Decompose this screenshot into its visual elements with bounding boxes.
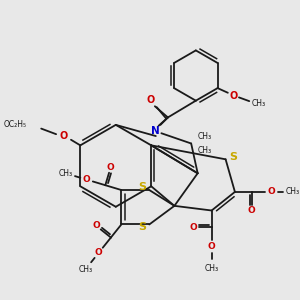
Text: S: S — [138, 222, 146, 232]
Text: O: O — [83, 175, 91, 184]
Text: CH₃: CH₃ — [286, 188, 300, 196]
Text: O: O — [248, 206, 256, 215]
Text: CH₃: CH₃ — [59, 169, 73, 178]
Text: N: N — [152, 126, 160, 136]
Text: S: S — [229, 152, 237, 161]
Text: CH₃: CH₃ — [205, 264, 219, 273]
Text: O: O — [92, 221, 100, 230]
Text: O: O — [267, 188, 275, 196]
Text: O: O — [95, 248, 103, 257]
Text: CH₃: CH₃ — [197, 146, 211, 155]
Text: O: O — [229, 91, 238, 100]
Text: O: O — [189, 223, 197, 232]
Text: O: O — [146, 95, 154, 105]
Text: OC₂H₅: OC₂H₅ — [3, 120, 26, 129]
Text: S: S — [138, 182, 146, 192]
Text: O: O — [208, 242, 215, 251]
Text: O: O — [107, 163, 115, 172]
Text: CH₃: CH₃ — [251, 99, 266, 108]
Text: O: O — [59, 131, 68, 141]
Text: CH₃: CH₃ — [78, 265, 92, 274]
Text: CH₃: CH₃ — [197, 131, 211, 140]
